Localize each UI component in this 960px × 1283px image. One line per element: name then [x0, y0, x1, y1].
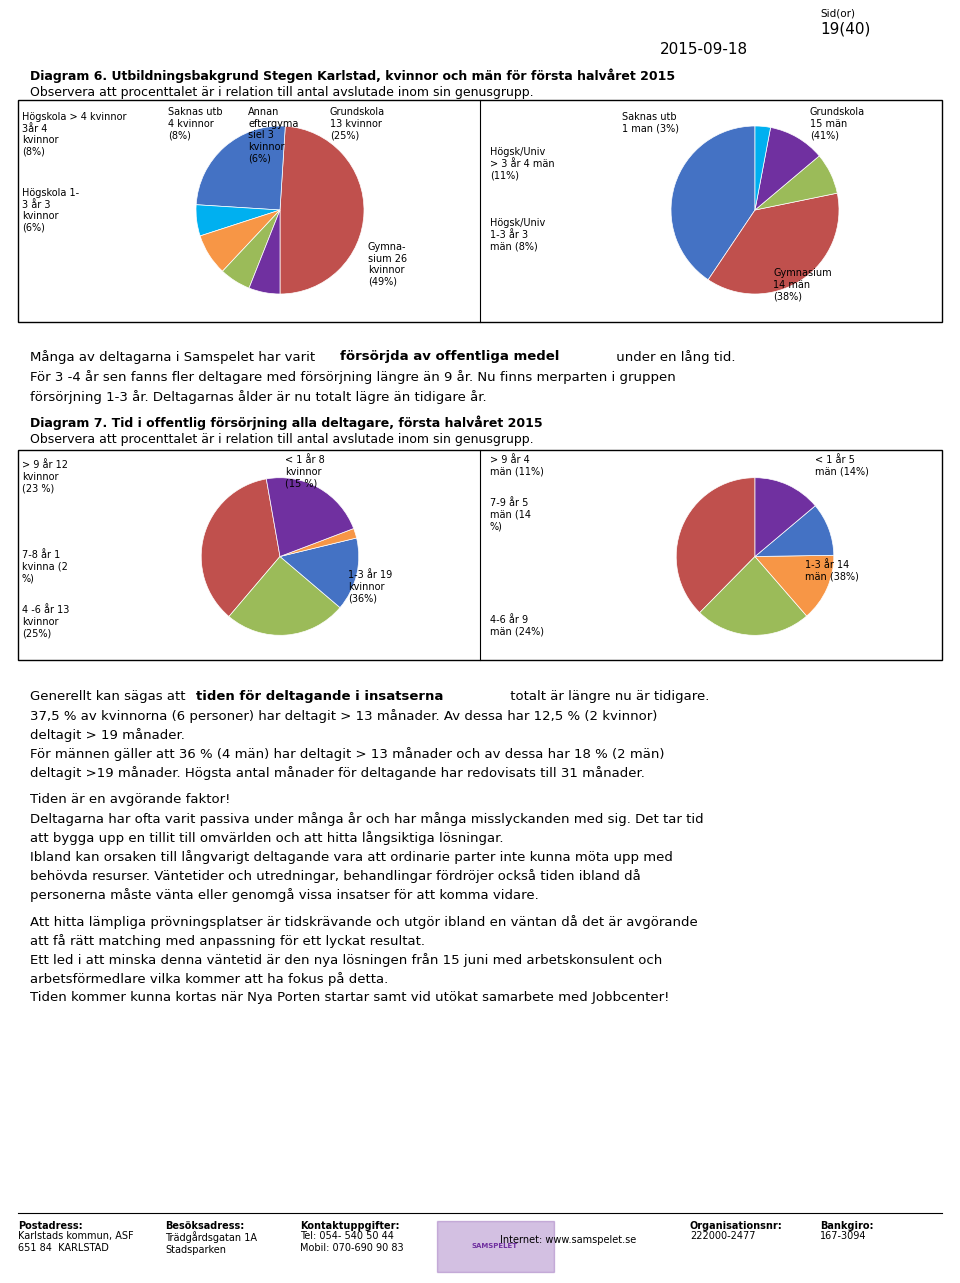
- Wedge shape: [755, 506, 834, 557]
- Text: att få rätt matching med anpassning för ett lyckat resultat.: att få rätt matching med anpassning för …: [30, 934, 425, 948]
- Text: För 3 -4 år sen fanns fler deltagare med försörjning längre än 9 år. Nu finns me: För 3 -4 år sen fanns fler deltagare med…: [30, 370, 676, 384]
- Text: 4-6 år 9
män (24%): 4-6 år 9 män (24%): [490, 615, 544, 636]
- Text: Generellt kan sägas att: Generellt kan sägas att: [30, 690, 190, 703]
- Wedge shape: [280, 538, 359, 608]
- Wedge shape: [755, 126, 771, 210]
- Text: deltagit >19 månader. Högsta antal månader för deltagande har redovisats till 31: deltagit >19 månader. Högsta antal månad…: [30, 766, 645, 780]
- Text: under en lång tid.: under en lång tid.: [612, 350, 735, 364]
- Text: Diagram 6. Utbildningsbakgrund Stegen Karlstad, kvinnor och män för första halvå: Diagram 6. Utbildningsbakgrund Stegen Ka…: [30, 68, 675, 82]
- Wedge shape: [755, 556, 834, 616]
- Text: 2015-09-18: 2015-09-18: [660, 42, 748, 56]
- Text: Trädgårdsgatan 1A
Stadsparken: Trädgårdsgatan 1A Stadsparken: [165, 1230, 257, 1255]
- Text: Ibland kan orsaken till långvarigt deltagande vara att ordinarie parter inte kun: Ibland kan orsaken till långvarigt delta…: [30, 851, 673, 863]
- Text: behövda resurser. Väntetider och utredningar, behandlingar fördröjer också tiden: behövda resurser. Väntetider och utredni…: [30, 869, 640, 883]
- Wedge shape: [755, 127, 819, 210]
- Text: Besöksadress:: Besöksadress:: [165, 1221, 244, 1230]
- Wedge shape: [671, 126, 755, 280]
- Text: försörjning 1-3 år. Deltagarnas ålder är nu totalt lägre än tidigare år.: försörjning 1-3 år. Deltagarnas ålder är…: [30, 390, 487, 404]
- Text: Högskola 1-
3 år 3
kvinnor
(6%): Högskola 1- 3 år 3 kvinnor (6%): [22, 189, 79, 232]
- Text: För männen gäller att 36 % (4 män) har deltagit > 13 månader och av dessa har 18: För männen gäller att 36 % (4 män) har d…: [30, 747, 664, 761]
- Text: arbetsförmedlare vilka kommer att ha fokus på detta.: arbetsförmedlare vilka kommer att ha fok…: [30, 973, 388, 985]
- Text: Många av deltagarna i Samspelet har varit: Många av deltagarna i Samspelet har vari…: [30, 350, 320, 364]
- Text: Tel: 054- 540 50 44
Mobil: 070-690 90 83: Tel: 054- 540 50 44 Mobil: 070-690 90 83: [300, 1230, 403, 1252]
- Text: försörjda av offentliga medel: försörjda av offentliga medel: [340, 350, 560, 363]
- Text: Gymnasium
14 män
(38%): Gymnasium 14 män (38%): [773, 268, 831, 302]
- Wedge shape: [200, 210, 280, 271]
- Text: Kontaktuppgifter:: Kontaktuppgifter:: [300, 1221, 399, 1230]
- Text: 37,5 % av kvinnorna (6 personer) har deltagit > 13 månader. Av dessa har 12,5 % : 37,5 % av kvinnorna (6 personer) har del…: [30, 709, 658, 722]
- Text: Högskola > 4 kvinnor
3år 4
kvinnor
(8%): Högskola > 4 kvinnor 3år 4 kvinnor (8%): [22, 112, 127, 157]
- Text: att bygga upp en tillit till omvärlden och att hitta långsiktiga lösningar.: att bygga upp en tillit till omvärlden o…: [30, 831, 503, 845]
- Text: < 1 år 5
män (14%): < 1 år 5 män (14%): [815, 455, 869, 476]
- Text: personerna måste vänta eller genomgå vissa insatser för att komma vidare.: personerna måste vänta eller genomgå vis…: [30, 888, 539, 902]
- Text: 1-3 år 14
män (38%): 1-3 år 14 män (38%): [805, 559, 859, 581]
- Wedge shape: [228, 557, 340, 635]
- Wedge shape: [196, 205, 280, 236]
- Text: > 9 år 12
kvinnor
(23 %): > 9 år 12 kvinnor (23 %): [22, 461, 68, 493]
- Text: totalt är längre nu är tidigare.: totalt är längre nu är tidigare.: [506, 690, 709, 703]
- Text: < 1 år 8
kvinnor
(15 %): < 1 år 8 kvinnor (15 %): [285, 455, 324, 489]
- Text: Annan
eftergyma
siel 3
kvinnor
(6%): Annan eftergyma siel 3 kvinnor (6%): [248, 106, 299, 163]
- Text: 167-3094: 167-3094: [820, 1230, 867, 1241]
- Text: Observera att procenttalet är i relation till antal avslutade inom sin genusgrup: Observera att procenttalet är i relation…: [30, 86, 534, 99]
- Text: Ett led i att minska denna väntetid är den nya lösningen från 15 juni med arbets: Ett led i att minska denna väntetid är d…: [30, 953, 662, 967]
- Text: Deltagarna har ofta varit passiva under många år och har många misslyckanden med: Deltagarna har ofta varit passiva under …: [30, 812, 704, 826]
- Wedge shape: [755, 157, 837, 210]
- Text: Internet: www.samspelet.se: Internet: www.samspelet.se: [500, 1236, 636, 1245]
- Text: Postadress:: Postadress:: [18, 1221, 83, 1230]
- Text: Organisationsnr:: Organisationsnr:: [690, 1221, 782, 1230]
- Text: Diagram 7. Tid i offentlig försörjning alla deltagare, första halvåret 2015: Diagram 7. Tid i offentlig försörjning a…: [30, 414, 542, 430]
- Text: Saknas utb
4 kvinnor
(8%): Saknas utb 4 kvinnor (8%): [168, 106, 223, 140]
- Text: > 9 år 4
män (11%): > 9 år 4 män (11%): [490, 455, 544, 476]
- Text: Grundskola
15 män
(41%): Grundskola 15 män (41%): [810, 106, 865, 140]
- Text: Grundskola
13 kvinnor
(25%): Grundskola 13 kvinnor (25%): [330, 106, 385, 140]
- Text: Saknas utb
1 man (3%): Saknas utb 1 man (3%): [622, 112, 679, 133]
- Text: 222000-2477: 222000-2477: [690, 1230, 756, 1241]
- Text: deltagit > 19 månader.: deltagit > 19 månader.: [30, 727, 185, 742]
- Text: 4 -6 år 13
kvinnor
(25%): 4 -6 år 13 kvinnor (25%): [22, 606, 69, 638]
- Text: Högsk/Univ
1-3 år 3
män (8%): Högsk/Univ 1-3 år 3 män (8%): [490, 218, 545, 251]
- Wedge shape: [700, 557, 806, 635]
- Wedge shape: [249, 210, 280, 294]
- Wedge shape: [676, 477, 755, 613]
- Wedge shape: [280, 126, 364, 294]
- Text: Bankgiro:: Bankgiro:: [820, 1221, 874, 1230]
- Wedge shape: [266, 477, 353, 557]
- Text: Observera att procenttalet är i relation till antal avslutade inom sin genusgrup: Observera att procenttalet är i relation…: [30, 432, 534, 446]
- Text: Karlstads kommun, ASF
651 84  KARLSTAD: Karlstads kommun, ASF 651 84 KARLSTAD: [18, 1230, 133, 1252]
- Text: 7-9 år 5
män (14
%): 7-9 år 5 män (14 %): [490, 498, 531, 531]
- Wedge shape: [280, 529, 356, 557]
- Text: Att hitta lämpliga prövningsplatser är tidskrävande och utgör ibland en väntan d: Att hitta lämpliga prövningsplatser är t…: [30, 915, 698, 929]
- Text: tiden för deltagande i insatserna: tiden för deltagande i insatserna: [196, 690, 444, 703]
- Text: Tiden kommer kunna kortas när Nya Porten startar samt vid utökat samarbete med J: Tiden kommer kunna kortas när Nya Porten…: [30, 990, 669, 1005]
- Bar: [437, 1221, 554, 1271]
- Wedge shape: [708, 194, 839, 294]
- Wedge shape: [755, 477, 815, 557]
- Wedge shape: [196, 126, 285, 210]
- Text: Sid(or): Sid(or): [820, 8, 855, 18]
- Text: Gymna-
sium 26
kvinnor
(49%): Gymna- sium 26 kvinnor (49%): [368, 242, 407, 287]
- Wedge shape: [202, 479, 280, 617]
- Text: 19(40): 19(40): [820, 22, 871, 37]
- Text: SAMSPELET: SAMSPELET: [472, 1243, 518, 1250]
- Text: Tiden är en avgörande faktor!: Tiden är en avgörande faktor!: [30, 793, 230, 806]
- Text: 1-3 år 19
kvinnor
(36%): 1-3 år 19 kvinnor (36%): [348, 570, 393, 603]
- Text: Högsk/Univ
> 3 år 4 män
(11%): Högsk/Univ > 3 år 4 män (11%): [490, 148, 555, 180]
- Wedge shape: [223, 210, 280, 289]
- Text: 7-8 år 1
kvinna (2
%): 7-8 år 1 kvinna (2 %): [22, 550, 68, 584]
